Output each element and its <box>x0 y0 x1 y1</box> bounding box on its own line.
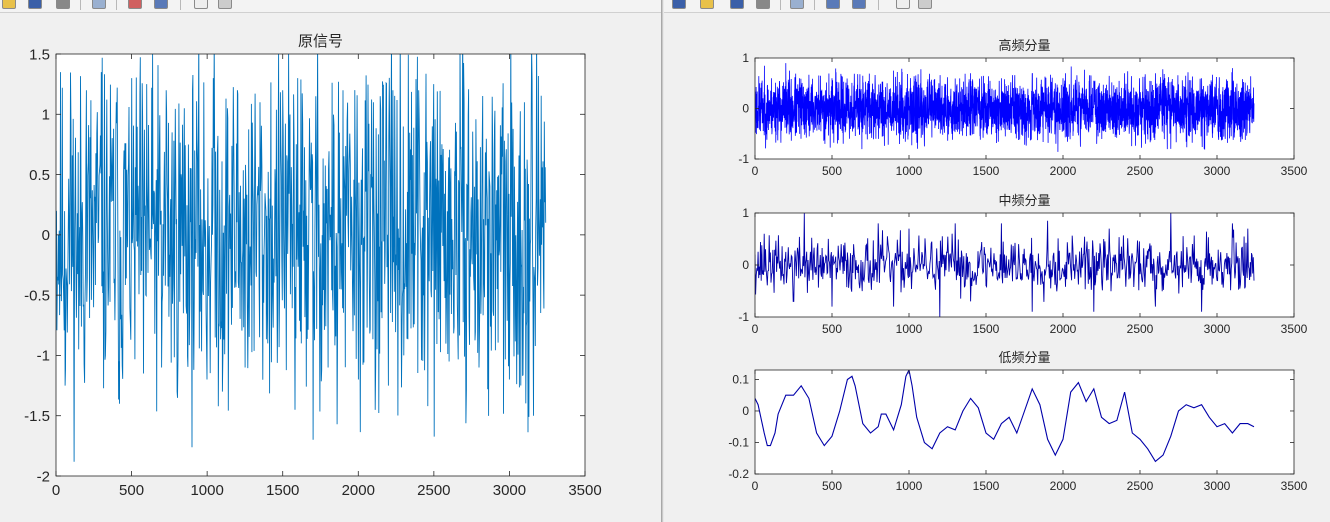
y-tick-label: 0 <box>742 404 749 418</box>
y-tick-label: 1 <box>742 51 749 65</box>
y-tick-label: -1 <box>738 152 749 166</box>
x-tick-label: 500 <box>119 482 144 499</box>
x-tick-label: 3000 <box>1204 322 1231 336</box>
chart-title: 低频分量 <box>998 350 1050 365</box>
axes-background <box>755 370 1294 474</box>
x-tick-label: 3000 <box>493 482 526 499</box>
y-tick-label: -1 <box>37 348 50 365</box>
y-tick-label: 0 <box>742 258 749 272</box>
y-tick-label: -0.1 <box>728 436 749 450</box>
data-cursor-icon[interactable] <box>790 0 804 9</box>
window-divider <box>661 0 664 522</box>
x-tick-label: 3500 <box>1281 479 1308 493</box>
pointer-arrow-icon[interactable] <box>896 0 910 9</box>
series-line <box>755 63 1255 152</box>
x-tick-label: 2500 <box>1127 164 1154 178</box>
toolbar-separator <box>780 0 781 10</box>
y-tick-label: 0 <box>42 227 50 244</box>
y-tick-label: 1 <box>42 107 50 124</box>
x-tick-label: 0 <box>752 164 759 178</box>
series-line <box>755 370 1255 463</box>
x-tick-label: 0 <box>52 482 60 499</box>
x-tick-label: 500 <box>822 164 842 178</box>
edit-plot-icon[interactable] <box>218 0 232 9</box>
toolbar-separator <box>116 0 117 10</box>
x-tick-label: 2000 <box>342 482 375 499</box>
x-tick-label: 3000 <box>1204 164 1231 178</box>
print-icon[interactable] <box>730 0 744 9</box>
open-file-icon[interactable] <box>28 0 42 9</box>
y-tick-label: -1.5 <box>24 408 50 425</box>
x-tick-label: 0 <box>752 479 759 493</box>
axes-box <box>754 369 1295 475</box>
x-tick-label: 500 <box>822 479 842 493</box>
x-tick-label: 1000 <box>896 322 923 336</box>
x-tick-label: 1500 <box>266 482 299 499</box>
x-tick-label: 2500 <box>1127 322 1154 336</box>
chart-title: 中频分量 <box>998 193 1050 208</box>
y-tick-label: 0 <box>742 102 749 116</box>
zoom-icon[interactable] <box>756 0 770 9</box>
toolbar-separator <box>814 0 815 10</box>
toolbar-separator <box>180 0 181 10</box>
axes-box <box>55 53 586 477</box>
figure-window-right: 0 500 1000 1500 2000 2500 3000 3500 -1 0 1 高频分量 0 500… <box>664 0 1330 522</box>
y-tick-label: 0.5 <box>29 167 50 184</box>
series-line <box>56 54 547 462</box>
x-tick-label: 1500 <box>973 322 1000 336</box>
x-tick-label: 2000 <box>1050 164 1077 178</box>
y-tick-label: -0.2 <box>728 467 749 481</box>
y-tick-label: -2 <box>37 468 50 485</box>
y-tick-label: 0.1 <box>732 373 749 387</box>
open-file-icon[interactable] <box>700 0 714 9</box>
new-figure-icon[interactable] <box>2 0 16 9</box>
x-tick-label: 1000 <box>896 479 923 493</box>
chart-3: 0 500 1000 1500 2000 2500 3000 3500 -0.2 -0.1 0 0.1… <box>728 350 1307 493</box>
y-tick-label: 1.5 <box>29 46 50 63</box>
x-tick-label: 2000 <box>1050 322 1077 336</box>
y-tick-label: -0.5 <box>24 287 50 304</box>
chart-title: 原信号 <box>298 33 343 50</box>
insert-colorbar-icon[interactable] <box>154 0 168 9</box>
pointer-arrow-icon[interactable] <box>194 0 208 9</box>
x-tick-label: 3500 <box>568 482 601 499</box>
x-tick-label: 0 <box>752 322 759 336</box>
figure-toolbar-left <box>0 0 661 13</box>
edit-plot-icon[interactable] <box>918 0 932 9</box>
edit-plot-icon[interactable] <box>852 0 866 9</box>
chart-0: 0 500 1000 1500 2000 2500 3000 3500 -2 -1.5 -1 -0.5… <box>24 33 602 499</box>
x-tick-label: 2500 <box>1127 479 1154 493</box>
insert-colorbar-icon[interactable] <box>826 0 840 9</box>
toolbar-separator <box>80 0 81 10</box>
x-tick-label: 1500 <box>973 164 1000 178</box>
data-cursor-icon[interactable] <box>128 0 142 9</box>
x-tick-label: 3500 <box>1281 164 1308 178</box>
original-signal-chart: 0 500 1000 1500 2000 2500 3000 3500 -2 -1.5 -1 -0.5… <box>24 33 602 499</box>
new-figure-icon[interactable] <box>672 0 686 9</box>
zoom-icon[interactable] <box>92 0 106 9</box>
x-tick-label: 500 <box>822 322 842 336</box>
figure-toolbar-right <box>664 0 1330 13</box>
x-tick-label: 3500 <box>1281 322 1308 336</box>
x-tick-label: 1500 <box>973 479 1000 493</box>
y-tick-label: 1 <box>742 206 749 220</box>
y-tick-label: -1 <box>738 310 749 324</box>
x-tick-label: 2000 <box>1050 479 1077 493</box>
figure-window-left: 0 500 1000 1500 2000 2500 3000 3500 -2 -1.5 -1 -0.5… <box>0 0 661 522</box>
x-tick-label: 3000 <box>1204 479 1231 493</box>
x-tick-label: 2500 <box>417 482 450 499</box>
toolbar-separator <box>878 0 879 10</box>
series-line <box>755 213 1255 317</box>
print-icon[interactable] <box>56 0 70 9</box>
chart-title: 高频分量 <box>998 38 1050 53</box>
x-tick-label: 1000 <box>190 482 223 499</box>
x-tick-label: 1000 <box>896 164 923 178</box>
